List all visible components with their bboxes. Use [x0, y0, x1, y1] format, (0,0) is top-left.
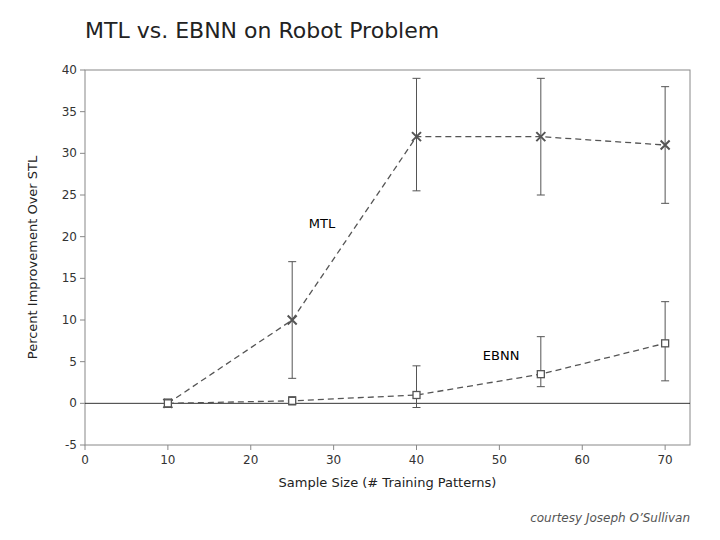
tick: [80, 361, 85, 362]
x-axis-label: Sample Size (# Training Patterns): [279, 475, 497, 490]
chart: MTL vs. EBNN on Robot Problem01020304050…: [0, 0, 720, 540]
tick: [80, 320, 85, 321]
tick-label: 20: [62, 230, 77, 244]
tick-label: 70: [657, 453, 672, 467]
error-bar-cap: [537, 336, 545, 337]
series-label: MTL: [309, 216, 336, 231]
tick-label: -5: [65, 438, 77, 452]
error-bar: [661, 87, 669, 204]
tick-label: 20: [243, 453, 258, 467]
point-marker: [164, 400, 171, 407]
point-marker: [536, 132, 545, 141]
tick-label: 5: [69, 355, 77, 369]
point-marker: [289, 397, 296, 404]
point-marker: [412, 132, 421, 141]
tick: [167, 445, 168, 450]
error-bar-cap: [661, 86, 669, 87]
error-bar: [413, 78, 421, 190]
plot-frame: [85, 70, 690, 445]
tick: [416, 445, 417, 450]
error-bar-cap: [288, 378, 296, 379]
series-label: EBNN: [483, 348, 520, 363]
error-bar-cap: [661, 380, 669, 381]
tick: [80, 153, 85, 154]
error-bar-cap: [413, 78, 421, 79]
tick-label: 10: [160, 453, 175, 467]
error-bar: [537, 78, 545, 195]
tick-label: 25: [62, 188, 77, 202]
point-marker: [288, 316, 297, 325]
tick: [80, 445, 85, 446]
error-bar-cap: [537, 195, 545, 196]
tick: [80, 278, 85, 279]
tick-label: 35: [62, 105, 77, 119]
tick-label: 50: [492, 453, 507, 467]
tick-label: 15: [62, 271, 77, 285]
point-marker: [163, 399, 172, 408]
point-marker: [537, 371, 544, 378]
error-bar-stem: [416, 78, 417, 190]
error-bar: [661, 302, 669, 381]
tick: [582, 445, 583, 450]
tick: [80, 195, 85, 196]
error-bar-cap: [537, 386, 545, 387]
tick-label: 40: [409, 453, 424, 467]
error-bar-cap: [413, 365, 421, 366]
error-bar-cap: [661, 301, 669, 302]
tick-label: 10: [62, 313, 77, 327]
point-marker: [662, 340, 669, 347]
error-bar-stem: [416, 366, 417, 408]
tick-label: 60: [575, 453, 590, 467]
error-bar-cap: [661, 203, 669, 204]
tick: [85, 445, 86, 450]
tick-label: 40: [62, 63, 77, 77]
point-marker: [413, 392, 420, 399]
error-bar-stem: [540, 337, 541, 387]
caption: courtesy Joseph O’Sullivan: [530, 511, 690, 525]
point-marker: [661, 141, 670, 150]
tick-label: 0: [69, 396, 77, 410]
error-bar-cap: [537, 78, 545, 79]
tick-label: 30: [62, 146, 77, 160]
error-bar: [288, 262, 296, 379]
tick-label: 30: [326, 453, 341, 467]
error-bar-cap: [288, 261, 296, 262]
error-bar-cap: [413, 407, 421, 408]
y-axis-label: Percent Improvement Over STL: [25, 155, 40, 359]
title: MTL vs. EBNN on Robot Problem: [85, 18, 439, 43]
tick: [80, 403, 85, 404]
tick: [499, 445, 500, 450]
tick: [80, 111, 85, 112]
tick: [80, 70, 85, 71]
tick: [250, 445, 251, 450]
error-bar-cap: [413, 190, 421, 191]
error-bar: [164, 399, 172, 407]
tick-label: 0: [81, 453, 89, 467]
error-bar: [164, 399, 172, 407]
plot-data: [85, 78, 690, 408]
error-bar: [288, 397, 296, 405]
tick: [333, 445, 334, 450]
baseline: [85, 403, 690, 404]
tick: [665, 445, 666, 450]
error-bar: [537, 337, 545, 387]
tick: [80, 236, 85, 237]
error-bar: [413, 366, 421, 408]
